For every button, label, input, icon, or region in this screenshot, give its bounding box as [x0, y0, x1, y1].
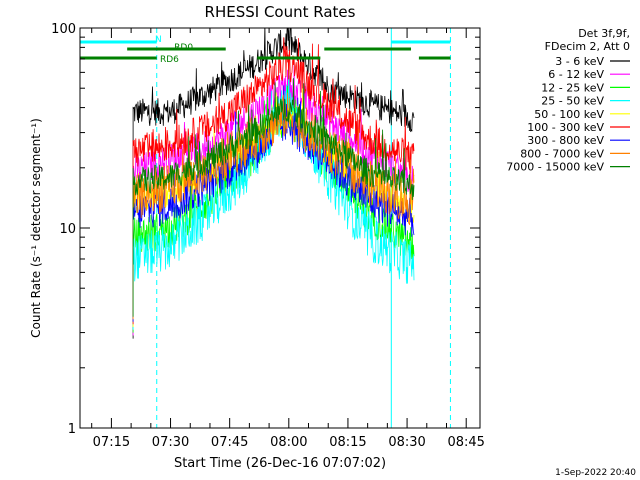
legend-label: 50 - 100 keV	[534, 108, 604, 121]
series-line-9	[132, 78, 415, 317]
x-tick-label: 08:00	[270, 435, 307, 450]
y-tick-label: 1	[68, 422, 76, 437]
series-line-1	[132, 28, 415, 339]
legend-label: 12 - 25 keV	[541, 81, 604, 94]
chart-title: RHESSI Count Rates	[205, 3, 356, 21]
x-tick-label: 08:30	[388, 435, 425, 450]
plot-axes: 1 10 100 07:15 07:30 07:45 08:00 08:15 08:30 08:4…	[51, 22, 485, 450]
legend-label: 7000 - 15000 keV	[506, 161, 604, 174]
flag-label-n: N	[155, 35, 162, 45]
legend-label: 800 - 7000 keV	[520, 147, 604, 160]
y-tick-label: 100	[51, 22, 76, 37]
x-tick-label: 08:45	[447, 435, 484, 450]
x-axis-label: Start Time (26-Dec-16 07:07:02)	[174, 456, 386, 471]
timestamp: 1-Sep-2022 20:40	[555, 468, 636, 478]
legend-label: 100 - 300 keV	[527, 121, 604, 134]
series-layer	[132, 28, 415, 339]
flag-label-rd6: RD6	[160, 55, 179, 65]
y-axis-label: Count Rate (s⁻¹ detector segment⁻¹)	[29, 118, 43, 338]
series-line-6	[132, 37, 415, 325]
x-tick-label: 07:30	[152, 435, 189, 450]
y-tick-label: 10	[59, 222, 76, 237]
flag-bars: N RD0 RD6	[80, 35, 451, 65]
legend-label: 25 - 50 keV	[541, 95, 604, 108]
x-tick-label: 07:15	[93, 435, 130, 450]
x-tick-label: 07:45	[211, 435, 248, 450]
legend-header-line: Det 3f,9f,	[578, 27, 630, 40]
legend-label: 3 - 6 keV	[555, 55, 604, 68]
x-tick-label: 08:15	[329, 435, 366, 450]
legend-label: 300 - 800 keV	[527, 134, 604, 147]
series-line-2	[132, 64, 415, 336]
flag-label-rd0: RD0	[174, 43, 193, 53]
legend-header-line: FDecim 2, Att 0	[545, 40, 630, 53]
series-line-8	[132, 92, 415, 320]
legend-label: 6 - 12 keV	[548, 68, 604, 81]
